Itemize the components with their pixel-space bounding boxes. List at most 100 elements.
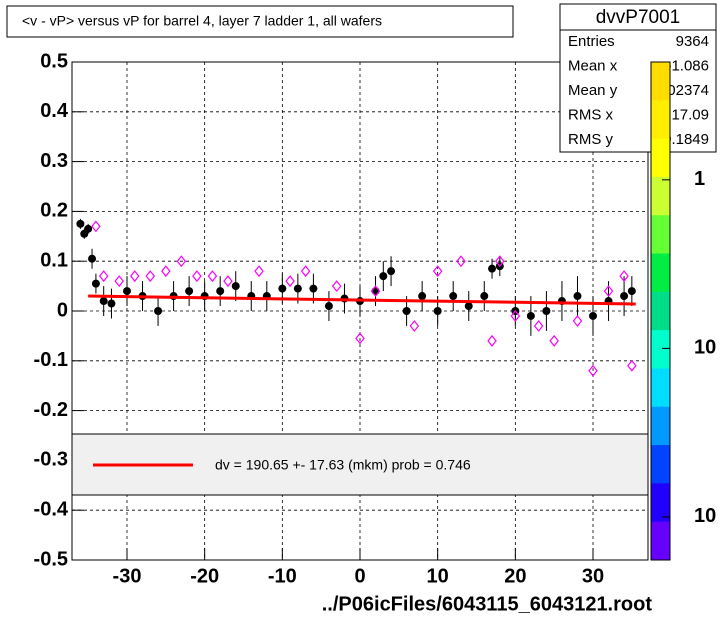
profile-point: [456, 255, 466, 268]
profile-point: [91, 279, 100, 288]
z-tick-label: 1: [694, 168, 705, 190]
profile-point: [627, 359, 637, 372]
stats-label: Mean y: [568, 82, 618, 99]
palette-cell: [651, 215, 670, 255]
y-tick-label: -0.2: [34, 399, 68, 421]
stats-label: Entries: [568, 33, 615, 50]
y-tick-label: 0.3: [40, 150, 68, 172]
profile-point: [379, 272, 388, 281]
profile-point: [589, 311, 598, 320]
palette-cell: [651, 521, 670, 561]
profile-point: [526, 311, 535, 320]
profile-point: [98, 270, 109, 283]
palette-cell: [651, 62, 670, 101]
y-tick-label: 0: [57, 299, 68, 321]
profile-point: [488, 264, 497, 273]
profile-point: [627, 287, 636, 296]
profile-point: [573, 292, 582, 301]
stats-label: Mean x: [568, 57, 618, 74]
stats-label: RMS y: [568, 131, 614, 148]
profile-point: [91, 220, 101, 233]
palette-cell: [651, 368, 670, 408]
profile-point: [495, 255, 505, 268]
profile-point: [487, 334, 497, 347]
profile-point: [549, 334, 559, 347]
stats-title: dvvP7001: [596, 7, 681, 28]
profile-point: [542, 307, 551, 315]
stats-value: -1.086: [666, 57, 709, 74]
y-tick-label: -0.5: [34, 548, 68, 570]
profile-point: [254, 265, 264, 278]
x-tick-label: -20: [190, 565, 219, 587]
x-tick-label: -30: [113, 565, 142, 587]
profile-point: [588, 364, 598, 377]
profile-point: [331, 280, 342, 293]
profile-point: [285, 275, 295, 288]
y-tick-label: -0.4: [34, 498, 69, 520]
profile-point: [533, 319, 544, 332]
profile-point: [129, 270, 140, 283]
y-tick-label: 0.2: [40, 200, 68, 222]
profile-point: [293, 284, 302, 293]
stats-value: 0.1849: [663, 131, 709, 148]
stats-value: 9364: [676, 33, 709, 50]
profile-point: [76, 219, 85, 228]
palette-cell: [651, 330, 670, 369]
profile-point: [300, 265, 311, 278]
y-tick-label: 0.5: [40, 50, 68, 72]
profile-point: [161, 265, 171, 278]
y-tick-label: 0.4: [40, 100, 69, 122]
profile-point: [449, 292, 458, 301]
palette-cell: [651, 253, 670, 293]
profile-point: [355, 332, 365, 345]
profile-point: [216, 287, 225, 296]
profile-point: [464, 302, 473, 311]
profile-point: [145, 270, 156, 283]
profile-point: [409, 319, 420, 332]
profile-point: [387, 267, 396, 276]
z-tick-label: 10: [694, 505, 716, 527]
x-axis-title: ../P06icFiles/6043115_6043121.root: [322, 593, 653, 615]
stats-value: 17.09: [671, 106, 709, 123]
y-tick-label: -0.3: [34, 449, 68, 471]
profile-point: [88, 254, 97, 263]
profile-point: [510, 310, 521, 322]
stats-box: [559, 3, 717, 153]
profile-point: [433, 307, 442, 315]
profile-point: [619, 270, 629, 283]
z-tick-label: 10: [694, 337, 716, 359]
palette-cell: [651, 176, 670, 216]
profile-point: [185, 287, 194, 296]
profile-point: [402, 307, 411, 315]
chart-title: <v - vP> versus vP for barrel 4, layer 7…: [22, 13, 382, 29]
profile-point: [192, 270, 202, 283]
profile-point: [309, 284, 318, 293]
profile-point: [122, 287, 131, 296]
x-tick-label: 10: [427, 565, 449, 587]
profile-point: [324, 302, 333, 311]
profile-point: [620, 292, 629, 301]
profile-point: [223, 275, 233, 288]
y-tick-label: -0.1: [34, 349, 68, 371]
y-tick-label: 0.1: [40, 249, 68, 271]
profile-point: [603, 285, 614, 298]
palette-cell: [651, 406, 670, 446]
profile-point: [99, 297, 108, 306]
palette-frame: [650, 61, 671, 561]
x-tick-label: 20: [504, 565, 526, 587]
profile-point: [432, 265, 443, 278]
palette-cell: [651, 445, 670, 484]
palette-cell: [651, 291, 670, 331]
profile-point: [371, 287, 380, 296]
profile-point: [107, 299, 116, 308]
profile-point: [176, 255, 187, 268]
x-tick-label: 0: [354, 565, 365, 587]
profile-point: [278, 284, 287, 293]
palette-cell: [651, 138, 670, 178]
profile-point: [114, 275, 124, 288]
profile-point: [370, 285, 381, 298]
palette-cell: [651, 100, 670, 140]
profile-point: [572, 314, 583, 327]
